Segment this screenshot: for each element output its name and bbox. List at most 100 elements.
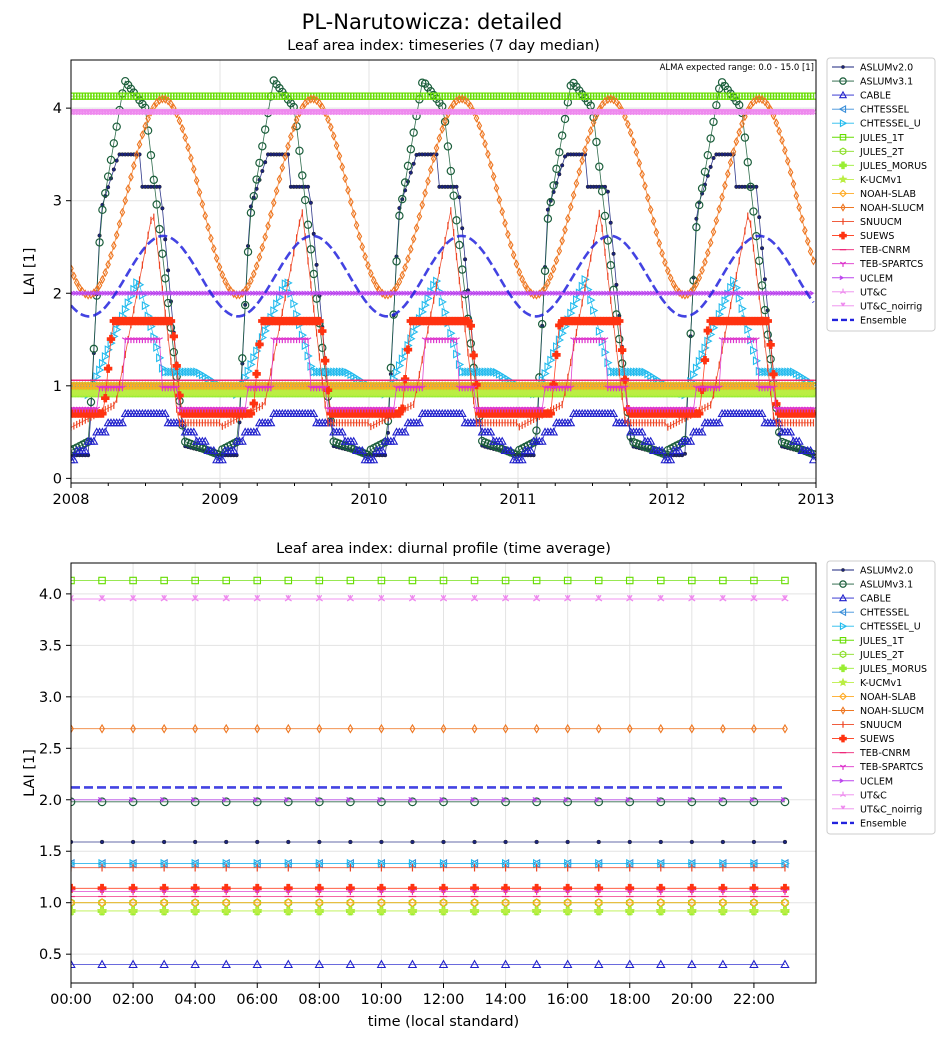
point-ut-c-noirrig [739,108,745,114]
point-ut-c-noirrig [582,108,588,114]
point-noah-slab [649,381,658,391]
point-cable [252,959,262,969]
point-cable [806,445,816,455]
point-chtessel-u [738,304,747,314]
point-ut-c-noirrig [305,108,311,114]
point-cable [407,959,418,969]
point-aslumv2-0 [263,160,268,165]
point-ut-c-noirrig [610,108,617,114]
point-cable [159,959,169,969]
point-cable [80,445,90,455]
point-aslumv3-1 [692,222,701,232]
point-noah-slucm [205,222,211,232]
point-aslumv3-1 [258,142,267,151]
point-aslumv2-0 [611,251,616,256]
point-noah-slab [332,381,341,391]
point-noah-slucm [527,288,534,298]
point-noah-slucm [510,250,517,260]
point-ut-c-noirrig [99,108,106,114]
point-aslumv2-0 [161,839,167,845]
point-noah-slucm [413,223,420,233]
point-aslumv2-0 [605,189,610,194]
point-ut-c-noirrig [565,108,571,114]
point-noah-slucm [505,229,511,240]
point-cable [128,959,138,969]
point-ut-c-noirrig [213,108,220,114]
point-aslumv2-0 [557,172,562,177]
point-noah-slucm [565,213,571,224]
point-noah-slucm [799,214,805,224]
point-chtessel-u [555,335,565,345]
point-noah-slab [723,381,733,391]
point-noah-slab [534,381,544,391]
point-noah-slab [520,381,530,391]
point-ut-c-noirrig [513,108,520,114]
point-noah-slucm [716,204,723,214]
point-suews [546,409,555,418]
point-suews [318,326,327,336]
point-aslumv3-1 [512,450,521,459]
point-aslumv2-0 [534,839,539,845]
point-noah-slab [272,381,281,391]
point-noah-slab [369,381,379,391]
point-noah-slab [677,381,687,391]
point-suews [169,332,179,341]
point-noah-slucm [810,256,816,266]
point-noah-slucm [442,116,448,126]
point-chtessel-u [121,304,130,315]
legend-item-ut-c: UT&C [832,287,887,298]
point-ut-c-noirrig [331,108,337,114]
point-ut-c-noirrig [485,108,491,114]
point-teb-spartcs [390,406,398,413]
point-noah-slucm [362,251,368,262]
point-ut-c-noirrig [313,108,320,114]
point-aslumv2-0 [314,262,319,267]
point-ut-c-noirrig [413,108,420,114]
point-noah-slab [737,381,747,391]
point-noah-slucm [339,162,346,172]
point-aslumv3-1 [146,151,156,160]
point-cable [497,436,507,445]
point-ut-c-noirrig [725,108,731,114]
point-noah-slucm [547,271,554,282]
point-noah-slucm [645,193,651,203]
point-noah-slucm [145,113,151,124]
point-noah-slab [129,381,139,391]
point-chtessel-u [581,274,590,285]
grid [70,563,816,983]
point-chtessel-u [744,324,753,335]
point-noah-slucm [479,129,486,139]
point-aslumv2-0 [193,839,198,845]
legend-item-jules-morus: JULES_MORUS [832,161,927,172]
point-chtessel-u [141,301,150,311]
point-chtessel-u [253,346,262,356]
point-teb-spartcs [601,337,609,344]
point-aslumv2-0 [410,839,415,845]
y-tick-label: 0 [53,471,62,487]
point-ut-c-noirrig [530,108,537,114]
point-ut-c-noirrig [202,108,208,114]
point-noah-slucm [522,280,528,290]
point-aslumv3-1 [161,274,170,283]
point-noah-slab [669,381,678,391]
legend-item-jules-1t: JULES_1T [832,133,904,144]
point-cable [209,445,219,455]
point-aslumv2-0 [160,206,165,211]
point-teb-spartcs [118,385,126,392]
point-noah-slab [537,381,547,391]
point-noah-slab [340,381,350,391]
point-aslumv3-1 [537,319,547,329]
point-noah-slucm [713,215,720,226]
point-noah-slucm [405,254,411,264]
point-suews [400,374,410,384]
point-ut-c-noirrig [319,108,325,114]
point-aslumv2-0 [379,839,384,845]
point-noah-slab [223,381,233,391]
point-chtessel-u [570,301,579,311]
point-aslumv3-1 [566,81,575,90]
point-noah-slucm [165,96,171,106]
point-noah-slab [517,381,527,391]
point-teb-spartcs [93,406,101,413]
point-aslumv3-1 [112,122,121,131]
point-ut-c-noirrig [602,108,608,114]
